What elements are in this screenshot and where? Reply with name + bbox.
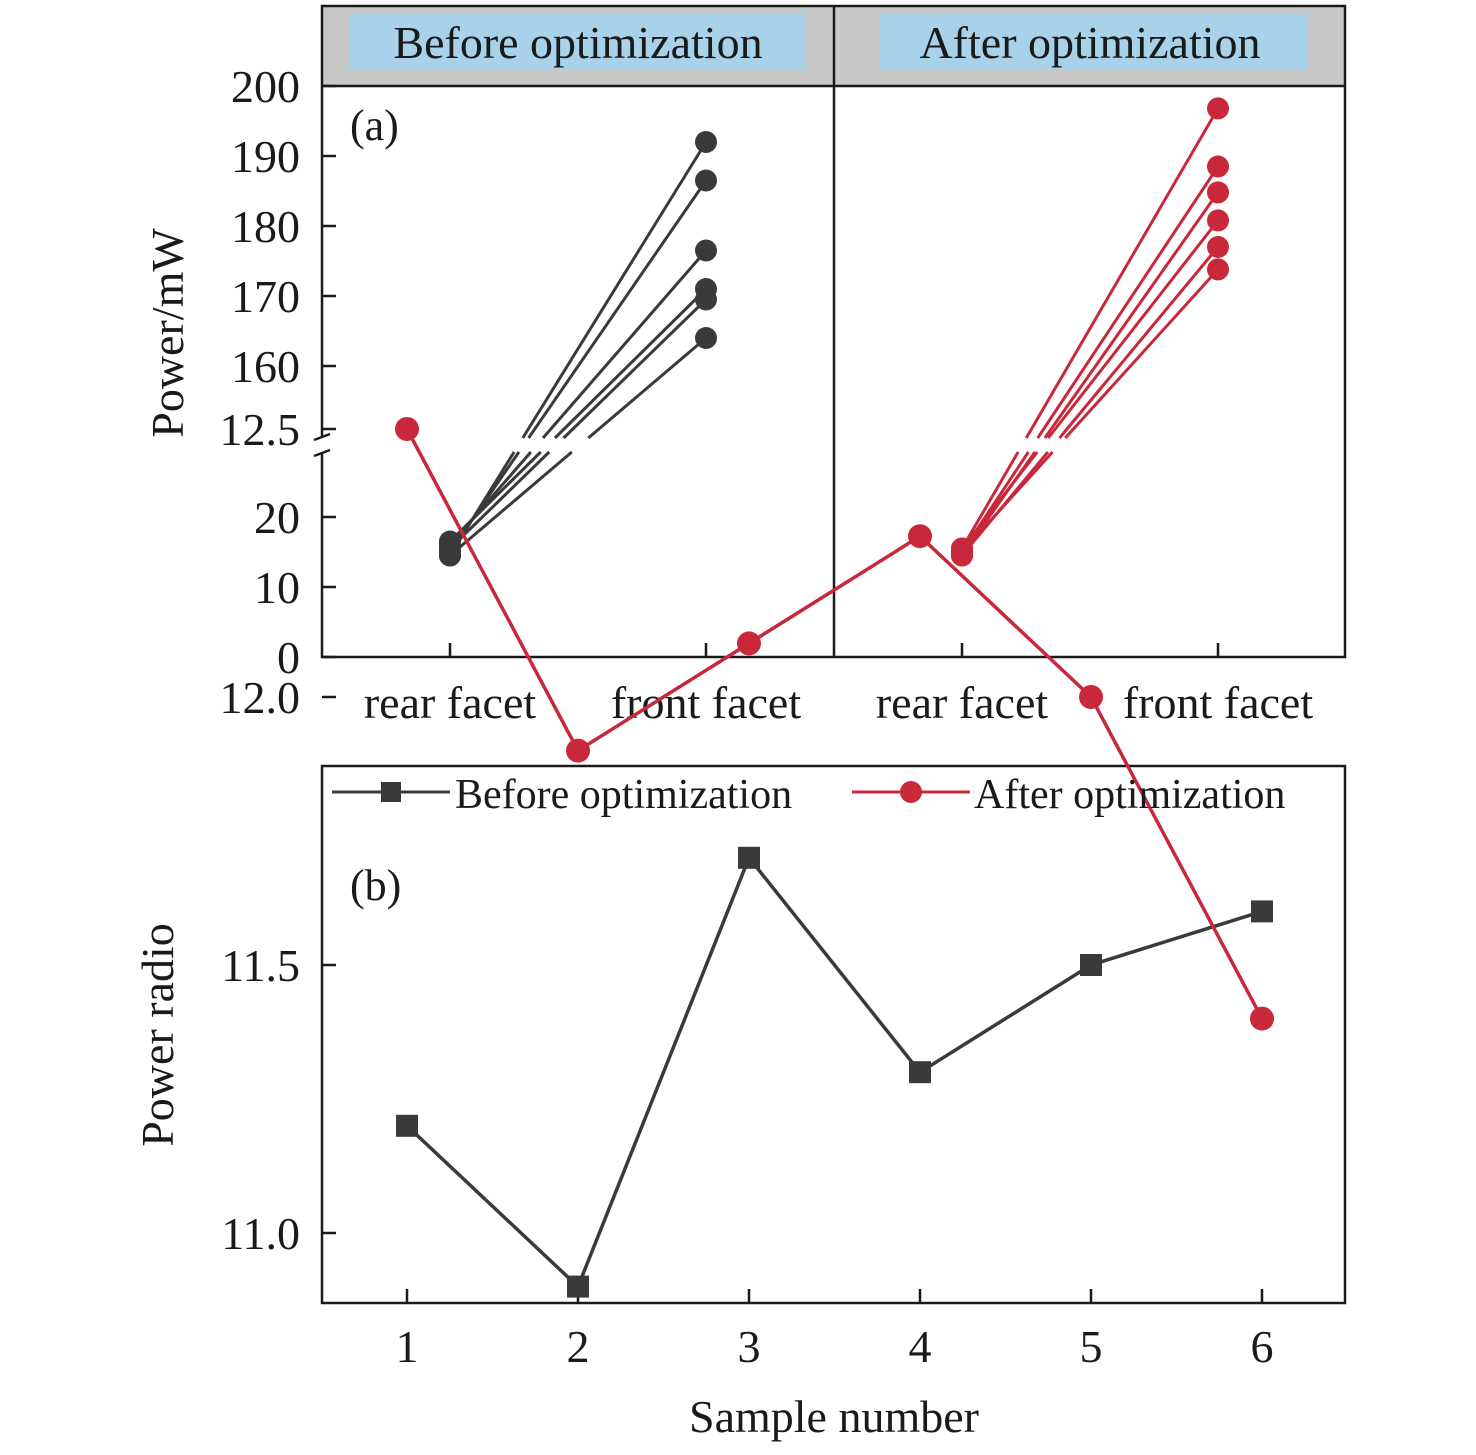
axis-break-mark-lower bbox=[313, 448, 331, 458]
x-axis-label-b: Sample number bbox=[689, 1391, 979, 1442]
point-front-1-2 bbox=[1207, 181, 1229, 204]
point-front-1-5 bbox=[1207, 258, 1229, 281]
series-line-upper-0-5 bbox=[587, 336, 707, 440]
x-ticks-a: rear facet front facet rear facet front fac… bbox=[364, 643, 1313, 728]
axis-break-gap bbox=[316, 436, 328, 454]
point-b-0-3 bbox=[909, 1061, 931, 1084]
series-line-upper-1-4 bbox=[1058, 246, 1220, 439]
series-line-lower-0-5 bbox=[449, 450, 573, 557]
point-front-0-5 bbox=[695, 327, 717, 349]
point-b-1-1 bbox=[566, 738, 590, 763]
point-b-1-2 bbox=[737, 631, 761, 656]
point-b-0-1 bbox=[567, 1275, 589, 1298]
y-tick-label-a-3: 160 bbox=[231, 341, 300, 392]
x-tick-label-a-0-0: rear facet bbox=[364, 677, 537, 728]
series-line-upper-0-3 bbox=[553, 287, 708, 440]
series-line-upper-0-1 bbox=[527, 179, 708, 439]
series-line-lower-1-3 bbox=[960, 451, 1039, 550]
y-tick-label-a-0: 0 bbox=[277, 632, 300, 683]
y-ticks-b: 11.0 11.5 12.0 12.5 bbox=[220, 404, 336, 1259]
header-right-label-bg bbox=[880, 14, 1308, 70]
series-line-upper-1-2 bbox=[1043, 191, 1220, 439]
point-front-0-1 bbox=[695, 169, 717, 192]
x-tick-label-a-1-1: front facet bbox=[1123, 677, 1313, 728]
x-tick-label-b-4: 5 bbox=[1080, 1321, 1103, 1372]
series-b bbox=[395, 417, 1274, 1298]
series-line-lower-1-5 bbox=[960, 450, 1054, 554]
x-tick-label-b-3: 4 bbox=[909, 1321, 932, 1372]
series-line-upper-1-5 bbox=[1064, 268, 1220, 440]
series-line-lower-0-4 bbox=[448, 450, 551, 550]
series-line-lower-1-0 bbox=[960, 451, 1020, 550]
series-line-upper-1-3 bbox=[1047, 219, 1220, 439]
point-front-0-4 bbox=[695, 288, 717, 311]
x-tick-label-b-0: 1 bbox=[396, 1321, 419, 1372]
point-b-0-4 bbox=[1080, 954, 1102, 976]
legend: Before optimization After optimization bbox=[332, 772, 1285, 818]
y-tick-label-b-2: 12.0 bbox=[220, 672, 301, 723]
x-ticks-b: 1 2 3 4 5 6 bbox=[396, 1289, 1274, 1372]
y-tick-label-a-2: 20 bbox=[254, 492, 300, 543]
series-line-lower-0-3 bbox=[448, 450, 542, 543]
point-front-0-2 bbox=[695, 239, 717, 262]
point-b-0-0 bbox=[396, 1114, 418, 1137]
x-tick-label-b-5: 6 bbox=[1251, 1321, 1274, 1372]
series-line-upper-0-0 bbox=[521, 141, 708, 439]
point-b-1-0 bbox=[395, 417, 419, 441]
panel-b: (b) Power radio Sample number 11.011.512… bbox=[132, 404, 1347, 1442]
series-line-upper-1-1 bbox=[1036, 165, 1220, 439]
series-line-upper-0-2 bbox=[541, 249, 708, 439]
header-left-label-bg bbox=[350, 14, 806, 70]
panel-a-label: (a) bbox=[350, 101, 399, 150]
point-front-1-1 bbox=[1207, 155, 1229, 178]
point-b-0-5 bbox=[1251, 900, 1273, 923]
header-right-title: After optimization bbox=[919, 17, 1260, 68]
y-axis-label-b: Power radio bbox=[132, 923, 183, 1147]
y-tick-label-a-6: 190 bbox=[231, 131, 300, 182]
point-rear-0-5 bbox=[439, 544, 461, 567]
y-tick-label-a-5: 180 bbox=[231, 201, 300, 252]
point-b-1-5 bbox=[1250, 1006, 1274, 1031]
panel-b-label: (b) bbox=[350, 861, 401, 910]
y-tick-label-b-3: 12.5 bbox=[220, 404, 301, 455]
panel-a: Before optimization After optimization (… bbox=[142, 4, 1347, 728]
y-tick-label-b-1: 11.5 bbox=[221, 940, 300, 991]
legend-label-after: After optimization bbox=[974, 772, 1285, 818]
x-tick-label-a-1-0: rear facet bbox=[876, 677, 1049, 728]
y-tick-label-a-7: 200 bbox=[231, 61, 300, 112]
series-line-upper-1-0 bbox=[1024, 107, 1220, 439]
point-front-0-0 bbox=[695, 131, 717, 153]
header-left-title: Before optimization bbox=[393, 17, 762, 68]
y-tick-label-a-4: 170 bbox=[231, 271, 300, 322]
point-front-1-4 bbox=[1207, 236, 1229, 258]
series-line-b-0 bbox=[405, 854, 1263, 1290]
point-b-1-3 bbox=[908, 524, 932, 549]
axis-break-mark-upper bbox=[313, 432, 331, 442]
series-line-b-1 bbox=[405, 428, 1264, 1020]
point-rear-1-5 bbox=[951, 541, 973, 563]
legend-marker-before bbox=[381, 782, 401, 802]
point-b-0-2 bbox=[738, 846, 760, 869]
x-tick-label-b-2: 3 bbox=[738, 1321, 761, 1372]
y-axis-label-a: Power/mW bbox=[142, 228, 193, 438]
y-ticks-a: 0 10 20 160 170 180 190 200 bbox=[231, 61, 336, 683]
legend-label-before: Before optimization bbox=[455, 772, 792, 818]
series-a bbox=[439, 97, 1229, 567]
point-b-1-4 bbox=[1079, 685, 1103, 709]
x-tick-label-a-0-1: front facet bbox=[611, 677, 801, 728]
y-tick-label-b-0: 11.0 bbox=[221, 1208, 300, 1259]
point-front-1-0 bbox=[1207, 97, 1229, 120]
plot-frame-b bbox=[320, 764, 1347, 1305]
series-line-upper-0-4 bbox=[562, 298, 708, 440]
x-tick-label-b-1: 2 bbox=[567, 1321, 590, 1372]
legend-marker-after bbox=[900, 781, 922, 803]
point-front-1-3 bbox=[1207, 209, 1229, 232]
y-tick-label-a-1: 10 bbox=[254, 562, 300, 613]
